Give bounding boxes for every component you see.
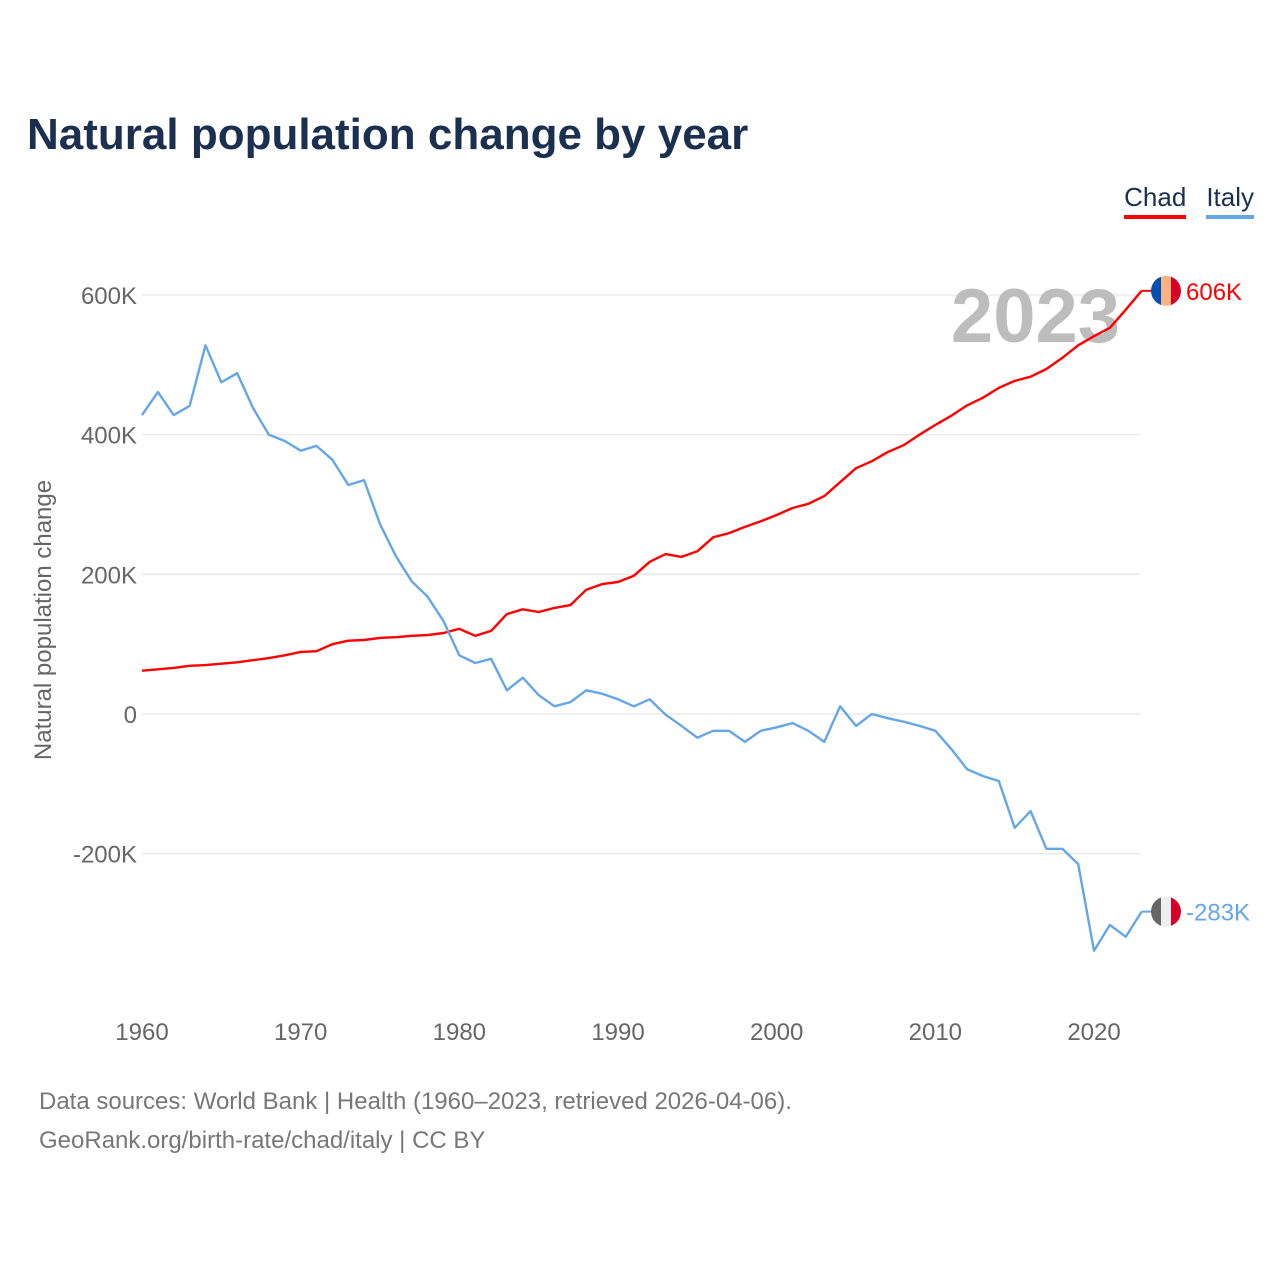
source-link[interactable]: GeoRank.org/birth-rate/chad/italy | CC B…: [39, 1127, 486, 1154]
chart-title: Natural population change by year: [27, 110, 749, 159]
x-tick-label: 2000: [750, 1019, 803, 1046]
year-watermark: 2023: [951, 274, 1120, 359]
x-tick-label: 1960: [115, 1019, 168, 1046]
y-tick-label: 0: [124, 702, 137, 729]
x-tick-label: 1980: [433, 1019, 486, 1046]
x-tick-label: 2010: [909, 1019, 962, 1046]
flag-stripe-chad: [1171, 275, 1181, 306]
flag-stripe-italy: [1161, 896, 1172, 927]
legend-item-chad[interactable]: Chad: [1124, 182, 1187, 219]
y-tick-label: -200K: [73, 842, 137, 869]
x-tick-label: 1970: [274, 1019, 327, 1046]
y-axis-label: Natural population change: [30, 480, 57, 760]
flag-stripe-chad: [1151, 275, 1162, 306]
flag-stripe-italy: [1171, 896, 1181, 927]
y-tick-label: 600K: [81, 283, 137, 310]
end-value-label-italy: -283K: [1186, 900, 1250, 927]
series-line-italy: [141, 344, 1143, 952]
legend-item-italy[interactable]: Italy: [1206, 182, 1254, 219]
data-sources: Data sources: World Bank | Health (1960–…: [39, 1088, 792, 1115]
y-tick-label: 400K: [81, 423, 137, 450]
series-line-chad: [141, 290, 1143, 672]
x-tick-label: 2020: [1067, 1019, 1120, 1046]
y-tick-label: 200K: [81, 562, 137, 589]
flag-stripe-chad: [1161, 275, 1172, 306]
legend: Chad Italy: [1124, 182, 1254, 219]
end-value-label-chad: 606K: [1186, 279, 1242, 306]
x-tick-label: 1990: [591, 1019, 644, 1046]
flag-stripe-italy: [1151, 896, 1162, 927]
